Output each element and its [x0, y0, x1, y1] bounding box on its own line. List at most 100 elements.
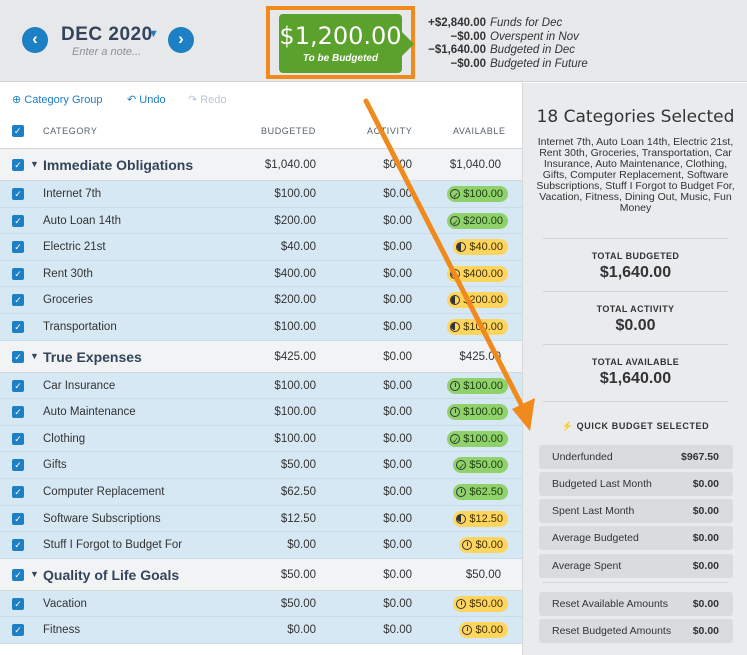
category-name[interactable]: Electric 21st: [43, 241, 106, 254]
undo-button[interactable]: ↶ Undo: [127, 93, 166, 106]
chevron-down-icon[interactable]: ▼: [30, 350, 39, 361]
category-row[interactable]: ✓ Stuff I Forgot to Budget For $0.00 $0.00 $…: [0, 532, 522, 559]
category-budgeted[interactable]: $62.50: [280, 485, 316, 498]
category-budgeted[interactable]: $50.00: [280, 597, 316, 610]
category-activity[interactable]: $0.00: [383, 294, 412, 307]
category-budgeted[interactable]: $100.00: [274, 406, 316, 419]
column-header-activity[interactable]: ACTIVITY: [367, 126, 413, 136]
column-header-category[interactable]: CATEGORY: [43, 126, 98, 136]
category-checkbox[interactable]: ✓: [12, 597, 24, 610]
category-row[interactable]: ✓ Internet 7th $100.00 $0.00 ✓ $100.00: [0, 181, 522, 208]
group-name[interactable]: Immediate Obligations: [43, 157, 194, 173]
category-budgeted[interactable]: $0.00: [287, 624, 316, 637]
category-budgeted[interactable]: $200.00: [274, 214, 316, 227]
month-note-input[interactable]: Enter a note...: [72, 46, 142, 58]
category-budgeted[interactable]: $100.00: [274, 188, 316, 200]
available-pill[interactable]: $200.00: [447, 292, 508, 309]
category-name[interactable]: Internet 7th: [43, 188, 102, 200]
quick-budget-button[interactable]: Spent Last Month $0.00: [539, 499, 733, 523]
category-activity[interactable]: $0.00: [383, 432, 412, 445]
category-row[interactable]: ✓ Clothing $100.00 $0.00 ✓ $100.00: [0, 425, 522, 453]
category-row[interactable]: ✓ Gifts $50.00 $0.00 ✓ $50.00: [0, 452, 522, 479]
category-budgeted[interactable]: $200.00: [274, 294, 316, 307]
available-pill[interactable]: $100.00: [447, 377, 508, 394]
category-row[interactable]: ✓ Car Insurance $100.00 $0.00 $100.00: [0, 372, 522, 400]
prev-month-button[interactable]: ‹: [22, 27, 48, 53]
category-checkbox[interactable]: ✓: [12, 624, 24, 637]
category-name[interactable]: Gifts: [43, 459, 67, 472]
category-row[interactable]: ✓ Computer Replacement $62.50 $0.00 $62.50: [0, 478, 522, 506]
category-checkbox[interactable]: ✓: [12, 188, 24, 200]
quick-budget-button[interactable]: Average Budgeted $0.00: [539, 526, 733, 550]
category-name[interactable]: Fitness: [43, 624, 81, 637]
category-checkbox[interactable]: ✓: [12, 294, 24, 307]
category-group-row[interactable]: ✓ ▼ Quality of Life Goals $50.00 $0.00 $50.00: [0, 558, 522, 591]
category-budgeted[interactable]: $100.00: [274, 320, 316, 333]
month-label[interactable]: DEC 2020: [61, 24, 153, 45]
category-row[interactable]: ✓ Electric 21st $40.00 $0.00 $40.00: [0, 234, 522, 261]
next-month-button[interactable]: ›: [168, 27, 194, 53]
group-name[interactable]: Quality of Life Goals: [43, 566, 180, 583]
category-activity[interactable]: $0.00: [383, 320, 412, 333]
available-pill[interactable]: $100.00: [447, 404, 508, 421]
category-name[interactable]: Auto Maintenance: [43, 406, 136, 419]
reset-button[interactable]: Reset Available Amounts $0.00: [539, 592, 733, 616]
category-row[interactable]: ✓ Software Subscriptions $12.50 $0.00 $12.50: [0, 505, 522, 533]
category-activity[interactable]: $0.00: [383, 624, 412, 637]
available-pill[interactable]: $50.00: [453, 595, 508, 612]
quick-budget-button[interactable]: Budgeted Last Month $0.00: [539, 472, 733, 496]
add-category-group-button[interactable]: ⊕ Category Group: [12, 93, 103, 106]
category-budgeted[interactable]: $12.50: [280, 512, 316, 525]
category-checkbox[interactable]: ✓: [12, 241, 24, 254]
category-checkbox[interactable]: ✓: [12, 485, 24, 498]
category-checkbox[interactable]: ✓: [12, 459, 24, 472]
category-activity[interactable]: $0.00: [383, 406, 412, 419]
available-pill[interactable]: $12.50: [453, 510, 508, 527]
category-activity[interactable]: $0.00: [383, 188, 412, 200]
to-be-budgeted-badge[interactable]: $1,200.00 To be Budgeted: [279, 14, 414, 73]
category-budgeted[interactable]: $0.00: [287, 539, 316, 552]
available-pill[interactable]: $400.00: [447, 265, 508, 282]
category-activity[interactable]: $0.00: [383, 485, 412, 498]
select-all-checkbox[interactable]: ✓: [12, 125, 24, 137]
column-header-available[interactable]: AVAILABLE: [453, 126, 506, 136]
group-checkbox[interactable]: ✓: [12, 159, 24, 171]
chevron-down-icon[interactable]: ▼: [30, 568, 39, 579]
category-activity[interactable]: $0.00: [383, 379, 412, 392]
category-checkbox[interactable]: ✓: [12, 267, 24, 280]
category-name[interactable]: Vacation: [43, 597, 87, 610]
available-pill[interactable]: ✓ $100.00: [447, 430, 508, 447]
category-activity[interactable]: $0.00: [383, 597, 412, 610]
available-pill[interactable]: ✓ $200.00: [447, 212, 508, 229]
category-checkbox[interactable]: ✓: [12, 539, 24, 552]
category-name[interactable]: Car Insurance: [43, 379, 116, 392]
available-pill[interactable]: $0.00: [459, 537, 508, 554]
category-activity[interactable]: $0.00: [383, 459, 412, 472]
available-pill[interactable]: ✓ $100.00: [447, 186, 508, 202]
category-name[interactable]: Clothing: [43, 432, 86, 445]
category-name[interactable]: Stuff I Forgot to Budget For: [43, 539, 183, 552]
chevron-down-icon[interactable]: ▼: [30, 159, 39, 169]
category-checkbox[interactable]: ✓: [12, 379, 24, 392]
available-pill[interactable]: $100.00: [447, 318, 508, 335]
category-checkbox[interactable]: ✓: [12, 432, 24, 445]
category-activity[interactable]: $0.00: [383, 241, 412, 254]
category-name[interactable]: Rent 30th: [43, 267, 93, 280]
group-name[interactable]: True Expenses: [43, 348, 142, 365]
category-activity[interactable]: $0.00: [383, 512, 412, 525]
category-activity[interactable]: $0.00: [383, 267, 412, 280]
quick-budget-button[interactable]: Average Spent $0.00: [539, 554, 733, 578]
available-pill[interactable]: $40.00: [453, 239, 508, 256]
category-budgeted[interactable]: $100.00: [274, 432, 316, 445]
category-budgeted[interactable]: $100.00: [274, 379, 316, 392]
group-checkbox[interactable]: ✓: [12, 350, 24, 363]
category-checkbox[interactable]: ✓: [12, 320, 24, 333]
category-checkbox[interactable]: ✓: [12, 512, 24, 525]
category-name[interactable]: Groceries: [43, 294, 93, 307]
category-row[interactable]: ✓ Fitness $0.00 $0.00 $0.00: [0, 617, 522, 644]
chevron-down-icon[interactable]: ▼: [148, 28, 159, 40]
category-row[interactable]: ✓ Auto Loan 14th $200.00 $0.00 ✓ $200.00: [0, 207, 522, 235]
group-checkbox[interactable]: ✓: [12, 568, 24, 581]
category-group-row[interactable]: ✓ ▼ True Expenses $425.00 $0.00 $425.00: [0, 340, 522, 373]
category-row[interactable]: ✓ Auto Maintenance $100.00 $0.00 $100.00: [0, 399, 522, 426]
